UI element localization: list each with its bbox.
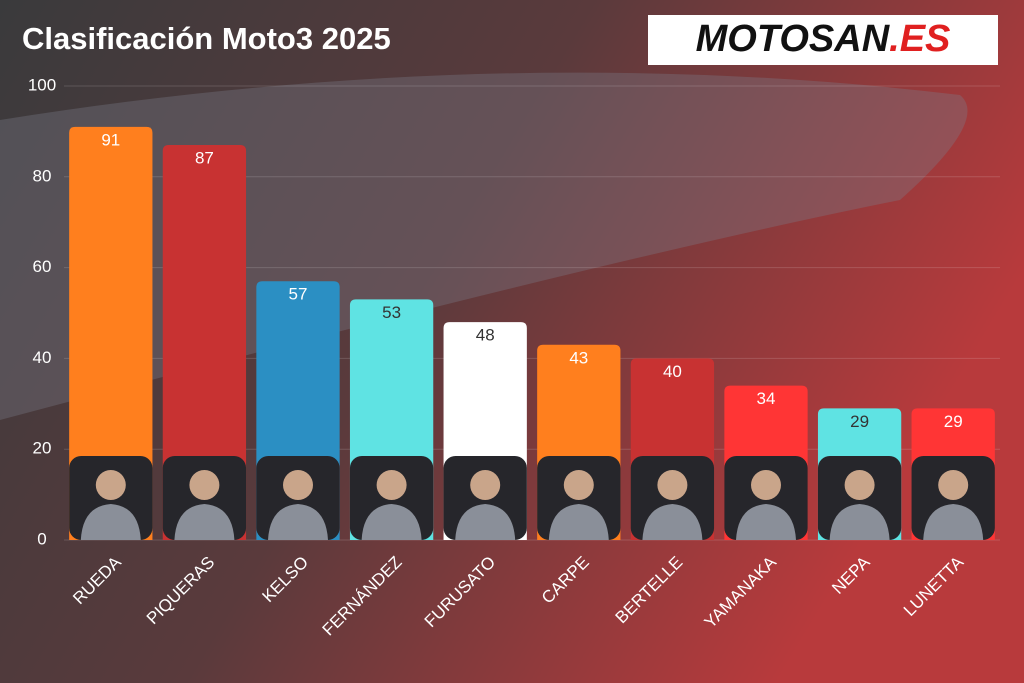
logo-main: MOTOSAN: [696, 18, 891, 60]
value-label: 29: [850, 412, 869, 431]
value-label: 57: [289, 285, 308, 304]
rider-head: [95, 470, 126, 500]
rider-suit: [642, 504, 703, 540]
logo: MOTOSAN.ES: [648, 15, 998, 65]
rider-suit: [455, 504, 516, 540]
value-label: 34: [757, 389, 776, 408]
rider-head: [376, 470, 407, 500]
value-label: 43: [569, 348, 588, 367]
bar: [69, 126, 153, 541]
value-label: 29: [944, 412, 963, 431]
rider-suit: [361, 504, 422, 540]
y-tick-label: 80: [33, 166, 52, 185]
value-label: 40: [663, 362, 682, 381]
bar: [162, 145, 247, 540]
rider-head: [844, 470, 875, 500]
rider-head: [657, 470, 688, 500]
value-label: 48: [476, 326, 495, 345]
logo-accent: .ES: [889, 18, 950, 60]
y-tick-label: 20: [33, 439, 52, 458]
rider-head: [751, 470, 781, 500]
value-label: 87: [195, 149, 214, 168]
y-tick-label: 0: [37, 529, 46, 548]
chart-title: Clasificación Moto3 2025: [22, 21, 391, 56]
rider-head: [470, 470, 501, 500]
y-tick-label: 60: [33, 257, 52, 276]
rider-suit: [829, 504, 890, 540]
rider-suit: [80, 504, 141, 540]
rider-head: [563, 470, 594, 500]
rider-suit: [736, 504, 796, 540]
rider-head: [189, 470, 220, 500]
logo-box: [648, 15, 998, 65]
rider-suit: [923, 504, 984, 540]
rider-suit: [268, 504, 328, 540]
rider-suit: [548, 504, 609, 540]
value-label: 91: [101, 130, 120, 149]
y-tick-label: 100: [28, 75, 56, 94]
value-label: 53: [382, 303, 401, 322]
y-tick-label: 40: [33, 348, 52, 367]
rider-head: [283, 470, 313, 500]
logo-text: MOTOSAN.ES: [696, 18, 951, 60]
rider-suit: [174, 504, 235, 540]
rider-head: [938, 470, 969, 500]
